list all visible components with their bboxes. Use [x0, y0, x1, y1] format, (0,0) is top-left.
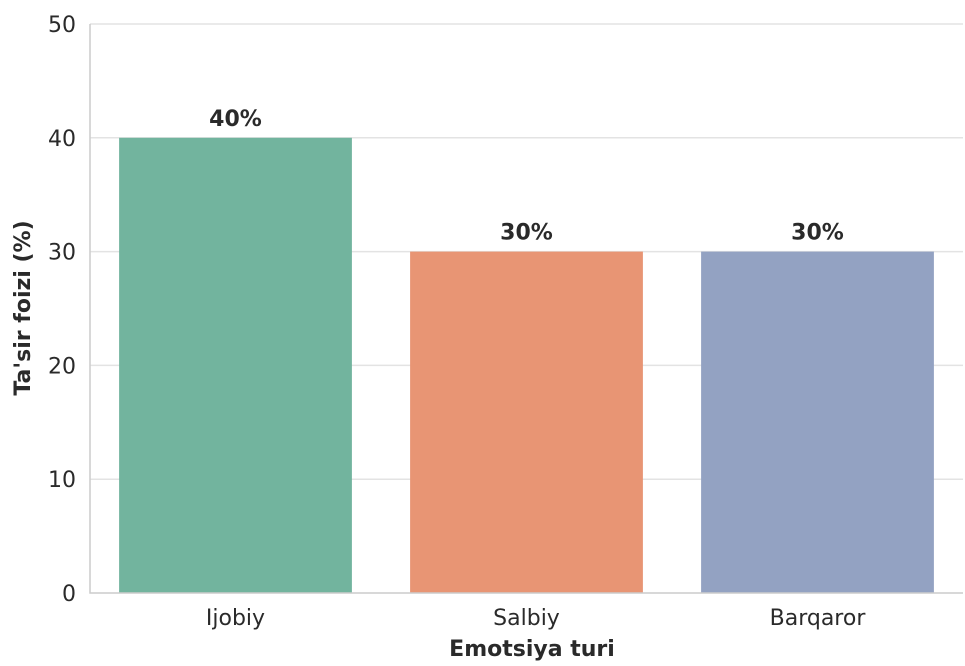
x-tick-label: Ijobiy: [206, 606, 265, 631]
bars: [119, 137, 934, 594]
data-label: 30%: [791, 221, 844, 246]
y-axis-title: Ta'sir foizi (%): [11, 220, 36, 395]
bar-salbiy: [410, 251, 643, 593]
axes: [89, 24, 963, 594]
x-tick-label: Salbiy: [493, 606, 560, 631]
x-tick-labels: Ijobiy Salbiy Barqaror: [206, 606, 866, 631]
x-tick-label: Barqaror: [770, 606, 867, 631]
bar-barqaror: [701, 251, 934, 593]
y-tick-label: 20: [48, 354, 76, 379]
y-tick-label: 10: [48, 468, 76, 493]
y-tick-label: 40: [48, 127, 76, 152]
data-label: 40%: [209, 107, 262, 132]
y-tick-label: 50: [48, 13, 76, 38]
bar-ijobiy: [119, 137, 352, 594]
data-label: 30%: [500, 221, 553, 246]
y-tick-labels: 0 10 20 30 40 50: [48, 13, 76, 607]
y-tick-label: 30: [48, 241, 76, 266]
x-axis-title: Emotsiya turi: [449, 637, 615, 661]
axis-frame: [89, 24, 963, 594]
data-labels: 40% 30% 30%: [209, 107, 844, 246]
y-tick-label: 0: [62, 582, 76, 607]
